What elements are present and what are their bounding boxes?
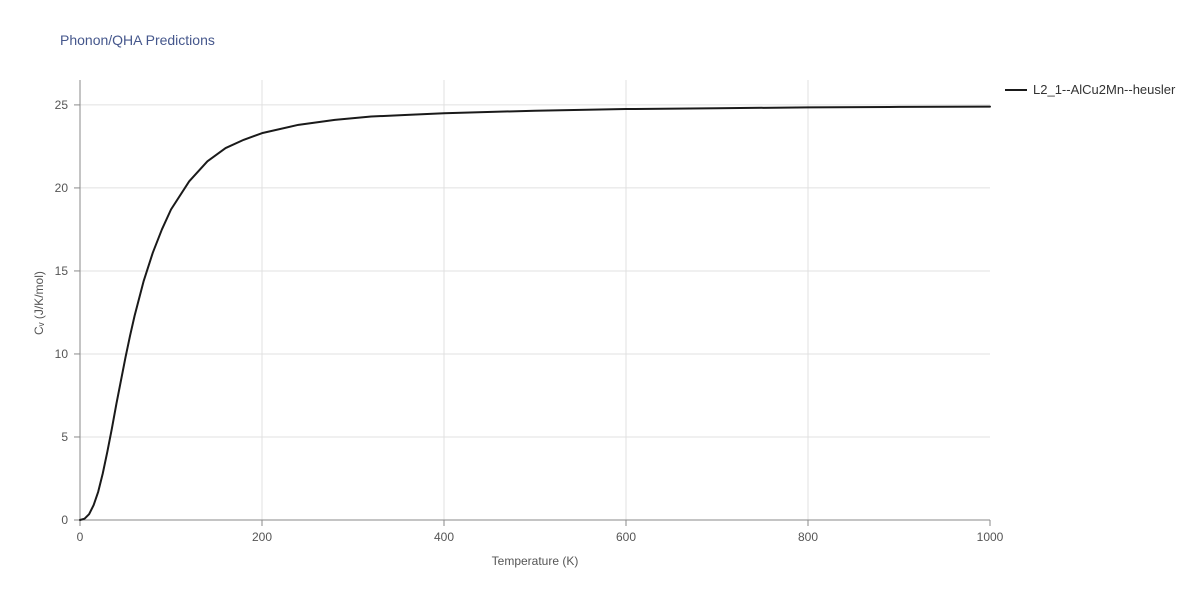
y-tick-label: 25 (55, 98, 68, 112)
x-tick-label: 800 (798, 530, 818, 544)
y-axis-label: Cᵥ (J/K/mol) (32, 271, 46, 335)
x-tick-label: 200 (252, 530, 272, 544)
x-tick-label: 400 (434, 530, 454, 544)
y-tick-label: 15 (55, 264, 68, 278)
chart-container: { "chart": { "type": "line", "title": "P… (0, 0, 1200, 600)
legend-line-swatch (1005, 89, 1027, 91)
legend: L2_1--AlCu2Mn--heusler (1005, 82, 1175, 97)
x-tick-label: 0 (77, 530, 84, 544)
y-tick-label: 0 (61, 513, 68, 527)
y-tick-label: 20 (55, 181, 68, 195)
y-tick-label: 5 (61, 430, 68, 444)
y-tick-label: 10 (55, 347, 68, 361)
x-axis-label: Temperature (K) (492, 554, 579, 568)
x-tick-label: 600 (616, 530, 636, 544)
x-tick-label: 1000 (977, 530, 1004, 544)
legend-label: L2_1--AlCu2Mn--heusler (1033, 82, 1175, 97)
